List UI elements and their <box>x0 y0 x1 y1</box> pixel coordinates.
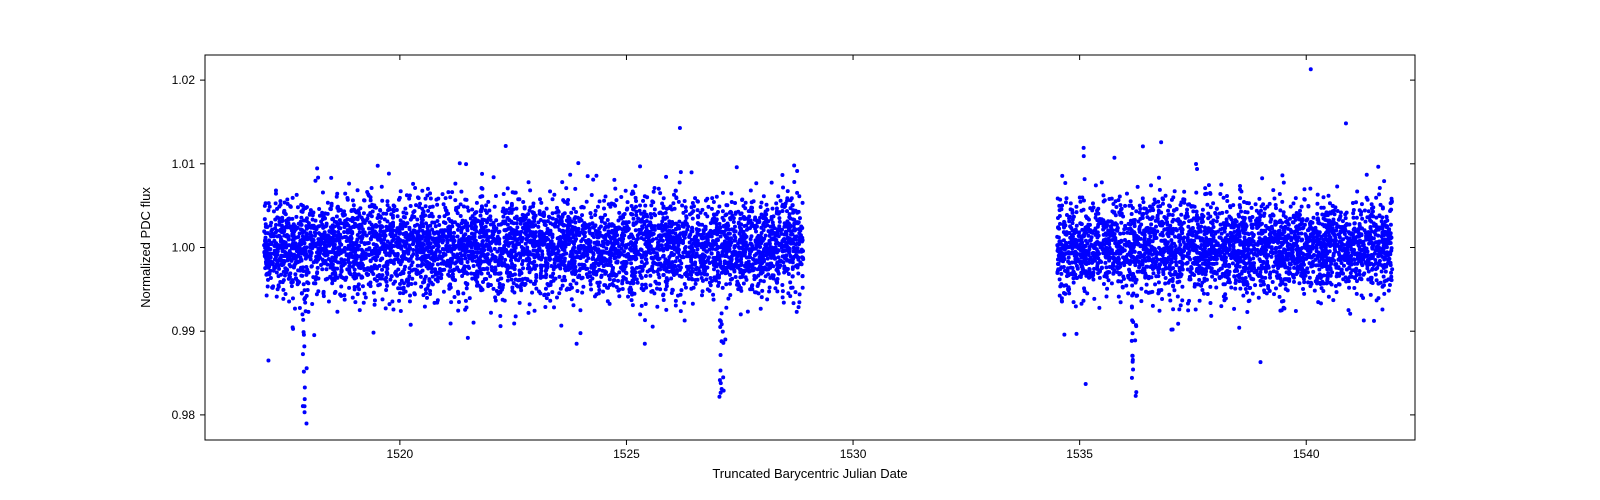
chart-svg: 152015251530153515400.980.991.001.011.02… <box>0 0 1600 500</box>
x-axis-label: Truncated Barycentric Julian Date <box>712 466 907 481</box>
y-axis-label: Normalized PDC flux <box>138 187 153 308</box>
lightcurve-chart: 152015251530153515400.980.991.001.011.02… <box>0 0 1600 500</box>
